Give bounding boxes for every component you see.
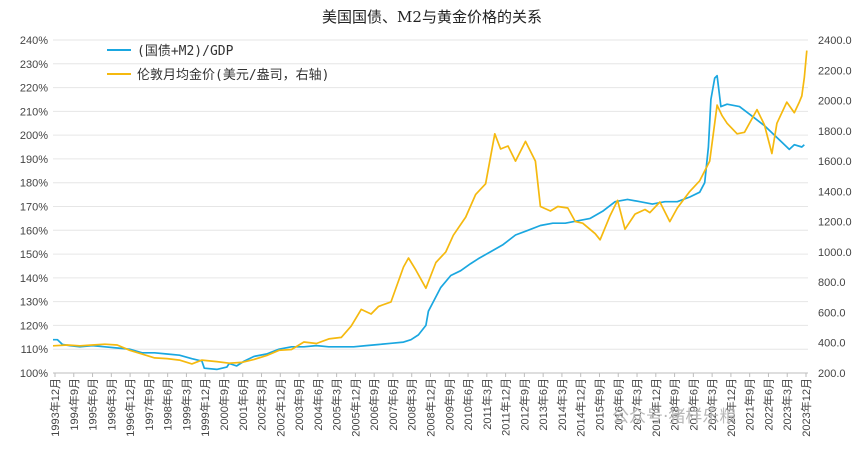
- left-tick-label: 110%: [21, 344, 49, 356]
- right-tick-label: 600.0: [818, 307, 846, 319]
- x-tick-label: 1997年9月: [142, 378, 156, 431]
- x-tick-label: 1993年12月: [48, 378, 62, 437]
- left-tick-label: 120%: [20, 320, 48, 332]
- x-tick-label: 2000年9月: [217, 378, 231, 431]
- right-tick-label: 400.0: [818, 338, 846, 350]
- x-tick-label: 2004年6月: [311, 378, 325, 431]
- x-tick-label: 2005年3月: [330, 378, 344, 431]
- x-tick-label: 1994年9月: [67, 378, 81, 431]
- x-tick-label: 1999年3月: [179, 378, 193, 431]
- x-tick-label: 2013年6月: [536, 378, 550, 431]
- x-tick-label: 1996年3月: [104, 378, 118, 431]
- series-line-gold: [52, 50, 808, 365]
- x-tick-label: 2012年9月: [517, 378, 531, 431]
- left-tick-label: 160%: [20, 225, 48, 237]
- legend-label-debt-m2: (国债+M2)/GDP: [137, 44, 234, 59]
- right-tick-label: 2000.0: [818, 96, 852, 108]
- x-tick-label: 2005年12月: [348, 378, 362, 437]
- x-tick-label: 2014年3月: [555, 378, 569, 431]
- x-tick-label: 2020年3月: [705, 378, 719, 431]
- x-tick-label: 1998年6月: [161, 378, 175, 431]
- x-tick-label: 2022年6月: [761, 378, 775, 431]
- left-tick-label: 100%: [20, 368, 48, 380]
- right-tick-label: 1400.0: [818, 186, 852, 198]
- left-tick-label: 180%: [20, 178, 48, 190]
- gridlines: [53, 39, 808, 374]
- legend: (国债+M2)/GDP 伦敦月均金价(美元/盎司，右轴): [107, 44, 329, 83]
- left-tick-label: 200%: [20, 130, 48, 142]
- x-tick-label: 2006年9月: [367, 378, 381, 431]
- x-tick-label: 2017年12月: [649, 378, 663, 437]
- x-axis: 1993年12月 1994年9月 1995年6月 1996年3月 1996年12月 199…: [48, 373, 813, 437]
- left-tick-label: 220%: [20, 83, 48, 95]
- x-tick-label: 1999年12月: [198, 378, 212, 437]
- right-tick-label: 1800.0: [818, 126, 852, 138]
- left-tick-label: 170%: [20, 202, 48, 214]
- right-tick-label: 2200.0: [818, 65, 852, 77]
- x-tick-label: 2020年12月: [724, 378, 738, 437]
- x-tick-label: 2002年3月: [255, 378, 269, 431]
- left-tick-label: 240%: [20, 35, 48, 47]
- right-tick-label: 1000.0: [818, 247, 852, 259]
- x-tick-label: 2007年6月: [386, 378, 400, 431]
- left-tick-label: 190%: [20, 154, 48, 166]
- series-line-debt-m2: [53, 74, 805, 371]
- x-tick-label: 2010年6月: [461, 378, 475, 431]
- left-tick-label: 210%: [20, 106, 48, 118]
- x-tick-label: 2023年3月: [780, 378, 794, 431]
- x-tick-label: 2017年3月: [630, 378, 644, 431]
- x-tick-label: 2002年12月: [273, 378, 287, 437]
- right-tick-label: 800.0: [818, 277, 846, 289]
- x-tick-label: 2008年12月: [424, 378, 438, 437]
- x-tick-label: 2011年12月: [499, 378, 513, 436]
- right-tick-label: 2400.0: [818, 35, 852, 47]
- series-group: [52, 50, 808, 371]
- left-tick-label: 140%: [20, 273, 48, 285]
- right-axis: 200.0 400.0 600.0 800.0 1000.0 1200.0 1400.0 16…: [818, 35, 852, 380]
- x-tick-label: 2008年3月: [405, 378, 419, 431]
- right-tick-label: 1600.0: [818, 156, 852, 168]
- x-tick-label: 2003年9月: [292, 378, 306, 431]
- watermark: 公众号·猪样乐粮: [612, 407, 736, 427]
- x-tick-label: 2018年9月: [668, 378, 682, 431]
- x-tick-label: 2021年9月: [743, 378, 757, 431]
- x-tick-label: 1995年6月: [86, 378, 100, 431]
- left-tick-label: 130%: [20, 297, 48, 309]
- left-tick-label: 230%: [20, 59, 48, 71]
- left-axis: 100% 110% 120% 130% 140% 150% 160% 170% 180% 190%…: [20, 35, 48, 380]
- x-tick-label: 2019年6月: [686, 378, 700, 431]
- x-tick-label: 2023年12月: [799, 378, 813, 437]
- x-tick-label: 2015年9月: [592, 378, 606, 431]
- x-tick-label: 2009年9月: [442, 378, 456, 431]
- right-tick-label: 200.0: [818, 368, 846, 380]
- chart-title: 美国国债、M2与黄金价格的关系: [322, 8, 542, 26]
- x-tick-label: 2001年6月: [236, 378, 250, 431]
- legend-label-gold: 伦敦月均金价(美元/盎司，右轴): [137, 67, 329, 83]
- x-tick-label: 2011年3月: [480, 378, 494, 430]
- x-tick-label: 2014年12月: [574, 378, 588, 437]
- left-tick-label: 150%: [20, 249, 48, 261]
- x-tick-label: 2016年6月: [611, 378, 625, 431]
- right-tick-label: 1200.0: [818, 217, 852, 229]
- x-tick-label: 1996年12月: [123, 378, 137, 437]
